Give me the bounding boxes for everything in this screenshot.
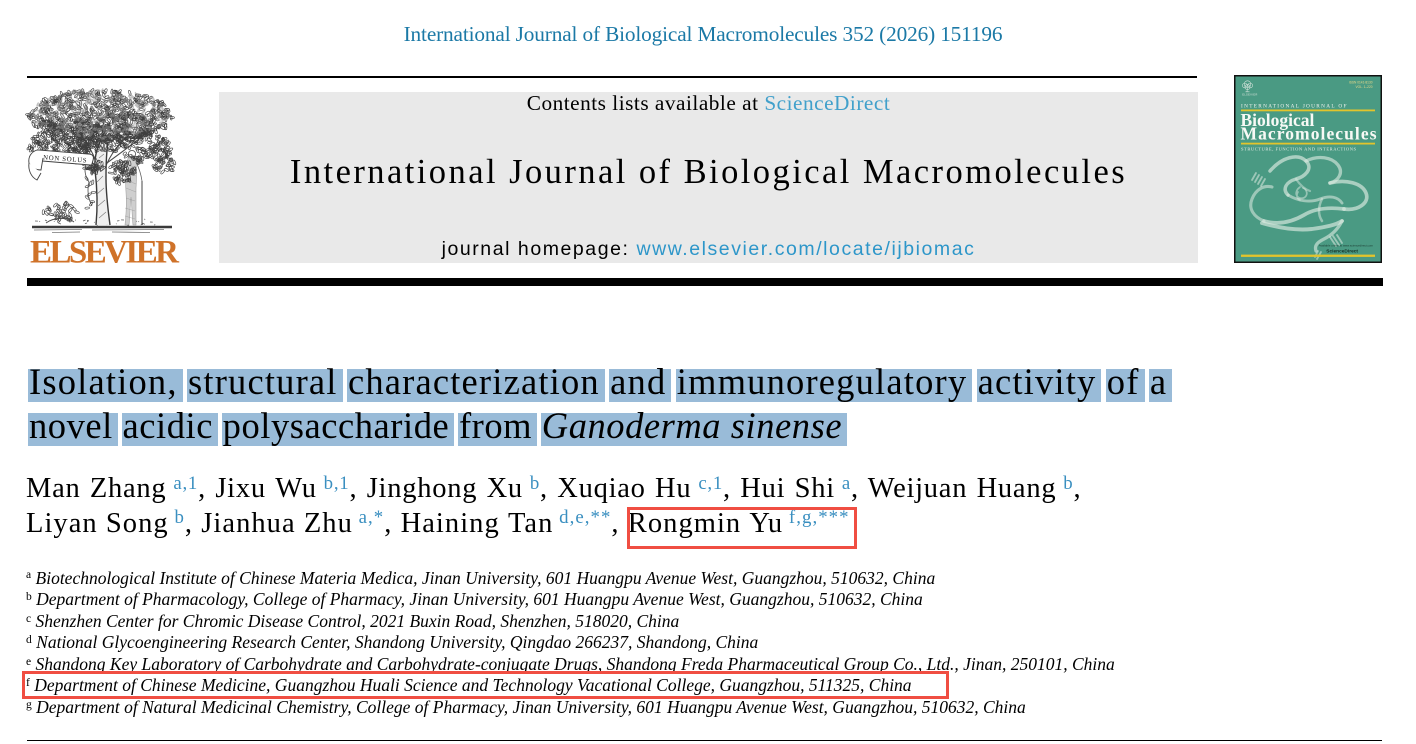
svg-text:Macromolecules: Macromolecules [1241, 124, 1377, 144]
svg-text:ELSEVIER: ELSEVIER [1242, 92, 1257, 96]
svg-text:ISSN 0141-8130: ISSN 0141-8130 [1349, 80, 1373, 84]
svg-text:VOL. 1–220: VOL. 1–220 [1355, 85, 1372, 89]
svg-text:Biological: Biological [1241, 110, 1315, 130]
svg-text:Available online at www.scienc: Available online at www.sciencedirect.co… [1319, 243, 1374, 247]
svg-text:ELSEVIER: ELSEVIER [30, 235, 180, 265]
svg-text:STRUCTURE, FUNCTION AND INTERA: STRUCTURE, FUNCTION AND INTERACTIONS [1241, 147, 1357, 153]
svg-text:NON SOLUS: NON SOLUS [43, 155, 88, 165]
svg-text:ScienceDirect: ScienceDirect [1326, 249, 1358, 255]
svg-text:INTERNATIONAL JOURNAL OF: INTERNATIONAL JOURNAL OF [1241, 103, 1348, 109]
